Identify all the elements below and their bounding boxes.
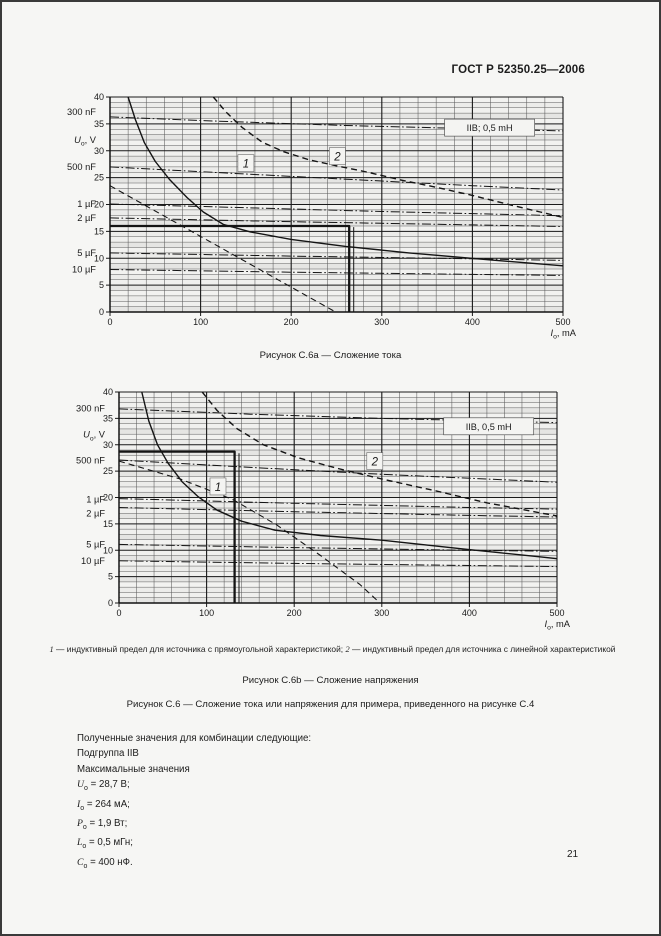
svg-text:100: 100 <box>193 317 208 327</box>
svg-text:Uo, V: Uo, V <box>83 430 106 443</box>
value-io: Io = 264 мА; <box>77 798 130 812</box>
svg-text:1: 1 <box>243 159 249 171</box>
svg-text:500: 500 <box>549 608 564 618</box>
svg-text:10 µF: 10 µF <box>72 265 96 275</box>
results-intro: Полученные значения для комбинации следу… <box>77 733 312 744</box>
svg-text:20: 20 <box>103 493 113 503</box>
svg-text:1: 1 <box>215 482 221 494</box>
svg-text:300 nF: 300 nF <box>76 403 105 413</box>
svg-text:10 µF: 10 µF <box>81 556 105 566</box>
svg-text:300: 300 <box>374 317 389 327</box>
svg-text:1 µF: 1 µF <box>86 495 105 505</box>
svg-text:10: 10 <box>103 545 113 555</box>
svg-text:40: 40 <box>94 92 104 102</box>
svg-text:0: 0 <box>108 598 113 608</box>
svg-text:15: 15 <box>103 519 113 529</box>
svg-text:0: 0 <box>99 307 104 317</box>
svg-text:20: 20 <box>94 200 104 210</box>
svg-text:300 nF: 300 nF <box>67 107 96 117</box>
value-uo: Uo = 28,7 В; <box>77 779 130 793</box>
svg-text:25: 25 <box>94 173 104 183</box>
svg-text:500: 500 <box>555 317 570 327</box>
svg-text:15: 15 <box>94 226 104 236</box>
svg-text:35: 35 <box>94 119 104 129</box>
svg-text:30: 30 <box>94 146 104 156</box>
svg-text:400: 400 <box>465 317 480 327</box>
svg-text:200: 200 <box>287 608 302 618</box>
svg-text:35: 35 <box>103 413 113 423</box>
svg-text:5: 5 <box>108 572 113 582</box>
svg-text:100: 100 <box>199 608 214 618</box>
svg-text:Io, mA: Io, mA <box>551 328 577 341</box>
svg-text:IIB, 0,5 mH: IIB, 0,5 mH <box>466 422 512 432</box>
page-number: 21 <box>567 849 579 860</box>
value-lo: Lo = 0,5 мГн; <box>77 837 133 851</box>
caption-c6b: Рисунок С.6b — Сложение напряжения <box>242 675 419 686</box>
value-co: Co = 400 нФ. <box>77 856 133 870</box>
svg-text:500 nF: 500 nF <box>67 162 96 172</box>
svg-text:Io, mA: Io, mA <box>545 619 571 632</box>
figure-c6b: 0 100 200 300 400 500 0 5 10 15 20 25 30 35 40 300 nF Uo… <box>55 385 581 641</box>
svg-text:500 nF: 500 nF <box>76 456 105 466</box>
svg-text:2: 2 <box>333 152 341 164</box>
svg-text:25: 25 <box>103 466 113 476</box>
svg-text:30: 30 <box>103 440 113 450</box>
svg-text:0: 0 <box>107 317 112 327</box>
figure-c6a: 0 100 200 300 400 500 0 5 10 15 20 25 30 35 40 300 nF Uo… <box>55 90 581 346</box>
caption-c6: Рисунок С.6 — Сложение тока или напряжен… <box>126 699 535 710</box>
svg-text:Uo, V: Uo, V <box>74 135 97 148</box>
svg-text:400: 400 <box>462 608 477 618</box>
svg-text:300: 300 <box>374 608 389 618</box>
svg-text:1 µF: 1 µF <box>77 199 96 209</box>
results-subgroup: Подгруппа IIB <box>77 748 139 760</box>
results-max-label: Максимальные значения <box>77 763 190 775</box>
svg-text:2 µF: 2 µF <box>86 508 105 518</box>
curve-legend: 1 — индуктивный предел для источника с п… <box>49 644 616 654</box>
svg-text:5 µF: 5 µF <box>86 539 105 549</box>
svg-text:IIB; 0,5 mH: IIB; 0,5 mH <box>467 123 513 133</box>
document-number: ГОСТ Р 52350.25—2006 <box>451 64 585 76</box>
svg-text:0: 0 <box>116 608 121 618</box>
caption-c6a: Рисунок С.6а — Сложение тока <box>259 350 402 361</box>
svg-text:40: 40 <box>103 387 113 397</box>
svg-text:2: 2 <box>371 457 379 469</box>
results-block: Полученные значения для комбинации следу… <box>77 731 311 874</box>
svg-text:5: 5 <box>99 280 104 290</box>
svg-text:10: 10 <box>94 253 104 263</box>
svg-text:5 µF: 5 µF <box>77 248 96 258</box>
svg-text:200: 200 <box>284 317 299 327</box>
chart-c6b-voltage-addition: 0 100 200 300 400 500 0 5 10 15 20 25 30 35 40 300 nF Uo… <box>76 387 571 632</box>
chart-c6a-current-addition: 0 100 200 300 400 500 0 5 10 15 20 25 30 35 40 300 nF Uo… <box>67 92 577 341</box>
svg-text:2 µF: 2 µF <box>77 213 96 223</box>
value-po: Po = 1,9 Вт; <box>77 817 128 831</box>
